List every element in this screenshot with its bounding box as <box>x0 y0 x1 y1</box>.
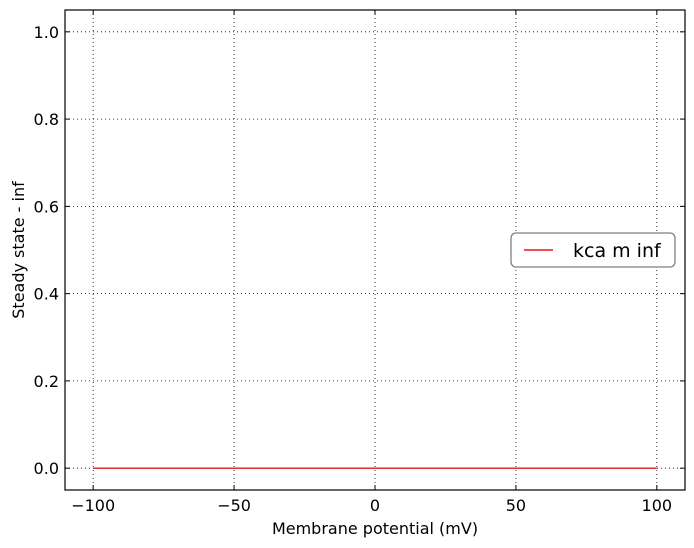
y-axis-label: Steady state - inf <box>9 181 28 319</box>
y-tick-label: 0.6 <box>34 197 59 216</box>
tick-labels: −100 −50 0 50 100 0.0 0.2 0.4 0.6 0.8 1.0 <box>34 23 673 515</box>
y-tick-label: 0.2 <box>34 372 59 391</box>
x-tick-label: −100 <box>71 496 115 515</box>
y-tick-label: 0.0 <box>34 459 59 478</box>
x-tick-label: 0 <box>370 496 380 515</box>
y-tick-label: 1.0 <box>34 23 59 42</box>
y-tick-label: 0.4 <box>34 285 59 304</box>
ticks <box>65 10 685 490</box>
x-tick-label: 50 <box>506 496 526 515</box>
legend-label-kca-m-inf: kca m inf <box>573 240 662 262</box>
legend: kca m inf <box>510 232 676 268</box>
legend-box <box>510 232 676 268</box>
x-tick-label: −50 <box>217 496 251 515</box>
x-axis-label: Membrane potential (mV) <box>272 519 478 538</box>
y-tick-label: 0.8 <box>34 110 59 129</box>
x-tick-label: 100 <box>642 496 673 515</box>
